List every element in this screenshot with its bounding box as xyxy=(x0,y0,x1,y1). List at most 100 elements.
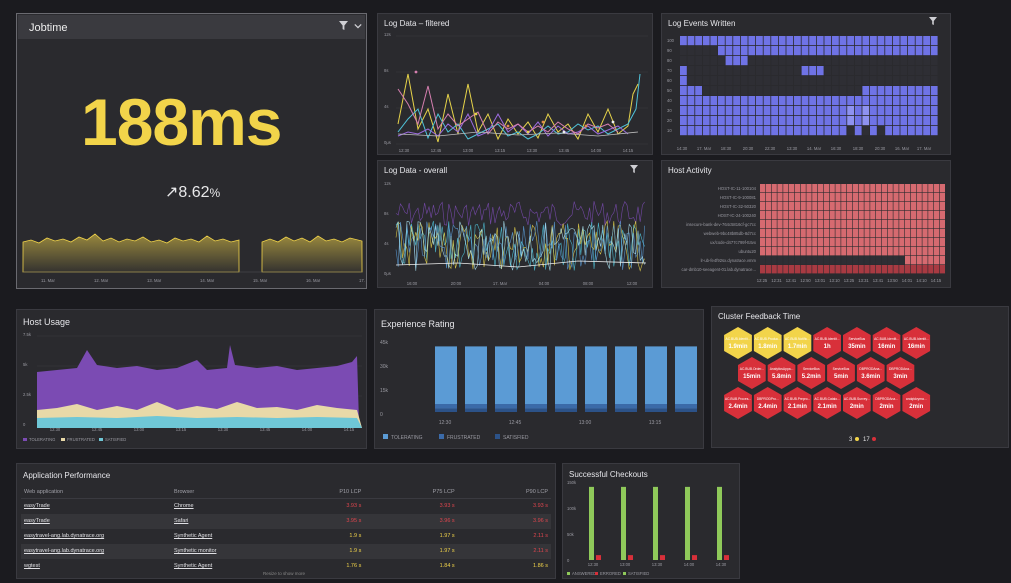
heatmap-cell xyxy=(756,106,763,116)
cluster-hex[interactable] xyxy=(813,327,841,359)
heatmap-cell xyxy=(915,76,923,86)
app-link[interactable]: easyTrade xyxy=(21,513,171,529)
heatmap-cell xyxy=(916,247,922,256)
heatmap-cell xyxy=(847,211,853,220)
cluster-hex[interactable] xyxy=(872,327,901,359)
heatmap-cell xyxy=(702,86,710,96)
heatmap-cell xyxy=(870,229,876,238)
filter-icon[interactable] xyxy=(339,21,348,30)
heatmap-cell xyxy=(835,229,841,238)
chevron-down-icon[interactable] xyxy=(354,22,362,30)
legend-swatch xyxy=(383,434,388,439)
app-link[interactable]: easyTrade xyxy=(24,503,50,510)
cluster-hex[interactable] xyxy=(753,327,782,359)
heatmap-cell xyxy=(809,116,816,126)
hex-name: andqtdvyma... xyxy=(906,397,927,401)
heatmap-cell xyxy=(710,126,718,136)
heatmap-cell xyxy=(864,265,870,274)
cluster-hex[interactable] xyxy=(783,327,812,359)
cluster-hex[interactable] xyxy=(753,387,782,419)
heatmap-cell xyxy=(892,46,900,56)
bar xyxy=(435,404,457,409)
cluster-hex[interactable] xyxy=(827,357,855,389)
heatmap-cell xyxy=(794,265,800,274)
heatmap-cell xyxy=(760,247,766,256)
heatmap-cell xyxy=(870,184,876,193)
heatmap-cell xyxy=(923,66,930,76)
cluster-hex[interactable] xyxy=(902,387,931,419)
heatmap-cell xyxy=(870,193,876,202)
cluster-hex[interactable] xyxy=(738,357,766,389)
cluster-hex[interactable] xyxy=(886,357,915,389)
heatmap-cell xyxy=(695,46,702,56)
heatmap-cell xyxy=(910,211,916,220)
col-web-app[interactable]: Web application xyxy=(21,486,171,499)
heatmap-cell xyxy=(852,211,858,220)
col-browser[interactable]: Browser xyxy=(171,486,271,499)
browser-link[interactable]: Chrome xyxy=(174,503,194,510)
app-link[interactable]: easytravel-ang.lab.dynatrace.org xyxy=(21,543,171,559)
heatmap-cell xyxy=(710,76,718,86)
cluster-hex[interactable] xyxy=(724,387,752,419)
heatmap-cell xyxy=(910,265,916,274)
hex-name: AC.BUB.Notific... xyxy=(785,337,810,341)
y-tick-label: 4s xyxy=(384,241,388,246)
cluster-hex[interactable] xyxy=(856,357,885,389)
col-p10[interactable]: P10 LCP xyxy=(271,486,365,499)
cluster-hex[interactable] xyxy=(902,327,931,359)
cluster-hex[interactable] xyxy=(843,327,871,359)
cluster-hex[interactable] xyxy=(724,327,752,359)
heatmap-cell xyxy=(710,116,718,126)
heatmap-cell xyxy=(885,126,892,136)
heatmap-cell xyxy=(905,193,911,202)
heatmap-cell xyxy=(718,46,725,56)
heatmap-cell xyxy=(816,126,824,136)
x-tick-label: 12:31 xyxy=(771,278,782,283)
p90-value: 1.86 s xyxy=(533,563,548,569)
cluster-hex[interactable] xyxy=(843,387,871,419)
heatmap-cell xyxy=(922,220,928,229)
heatmap-cell xyxy=(916,193,922,202)
heatmap-cell xyxy=(778,126,786,136)
heatmap-cell xyxy=(765,184,771,193)
cluster-hex[interactable] xyxy=(767,357,796,389)
heatmap-cell xyxy=(695,106,702,116)
filter-icon[interactable] xyxy=(929,17,937,25)
heatmap-cell xyxy=(740,86,748,96)
y-tick-label: 40 xyxy=(667,98,672,103)
heatmap-cell xyxy=(852,247,858,256)
heatmap-cell xyxy=(823,202,829,211)
heatmap-cell xyxy=(818,193,824,202)
heatmap-cell xyxy=(823,238,829,247)
heatmap-cell xyxy=(839,56,847,66)
app-link[interactable]: easytravel-ang.lab.dynatrace.org xyxy=(24,533,105,539)
heatmap-cell xyxy=(816,56,824,66)
heatmap-cell xyxy=(928,247,934,256)
heatmap-cell xyxy=(923,36,930,46)
heatmap-cell xyxy=(765,193,771,202)
browser-link[interactable]: Synthetic Agent xyxy=(174,563,213,569)
browser-link[interactable]: Synthetic Agent xyxy=(174,533,213,539)
y-tick-label: 30k xyxy=(380,364,389,370)
heatmap-cell xyxy=(733,46,740,56)
heatmap-cell xyxy=(847,256,853,265)
heatmap-cell xyxy=(835,238,841,247)
cluster-hex[interactable] xyxy=(797,357,826,389)
heatmap-cell xyxy=(801,86,809,96)
cluster-hex[interactable] xyxy=(813,387,841,419)
app-perf-table: Web application Browser P10 LCP P75 LCP … xyxy=(21,486,551,574)
cluster-hex[interactable] xyxy=(872,387,901,419)
app-link[interactable]: wgtest xyxy=(24,563,40,569)
heatmap-cell xyxy=(783,202,789,211)
browser-link[interactable]: Safari xyxy=(171,513,271,529)
filter-icon[interactable] xyxy=(630,165,638,173)
col-p90[interactable]: P90 LCP xyxy=(457,486,551,499)
heatmap-cell xyxy=(812,220,818,229)
cluster-hex[interactable] xyxy=(783,387,812,419)
col-p75[interactable]: P75 LCP xyxy=(364,486,458,499)
hex-name: ServiceBus xyxy=(849,337,866,341)
x-tick-label: 16:00 xyxy=(407,281,418,286)
browser-link[interactable]: Synthetic monitor xyxy=(171,543,271,559)
heatmap-cell xyxy=(854,106,862,116)
heatmap-cell xyxy=(794,56,801,66)
